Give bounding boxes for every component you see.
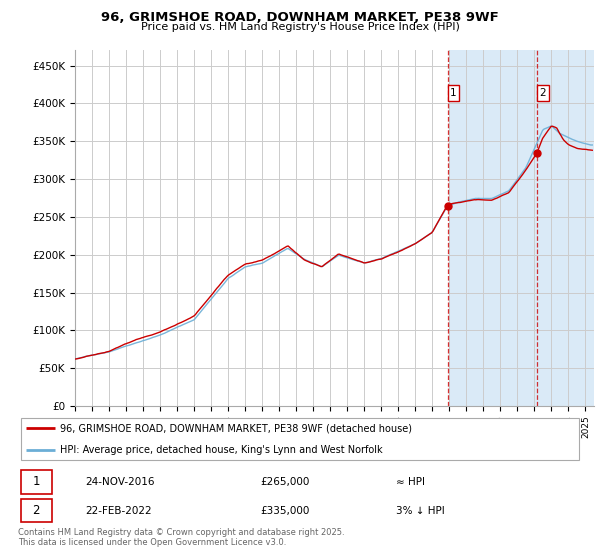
Text: 1: 1 bbox=[450, 88, 457, 98]
Text: £265,000: £265,000 bbox=[260, 477, 310, 487]
Text: 24-NOV-2016: 24-NOV-2016 bbox=[86, 477, 155, 487]
Text: Price paid vs. HM Land Registry's House Price Index (HPI): Price paid vs. HM Land Registry's House … bbox=[140, 22, 460, 32]
Text: £335,000: £335,000 bbox=[260, 506, 310, 516]
Text: 2: 2 bbox=[32, 504, 40, 517]
Text: Contains HM Land Registry data © Crown copyright and database right 2025.
This d: Contains HM Land Registry data © Crown c… bbox=[18, 528, 344, 547]
Text: 3% ↓ HPI: 3% ↓ HPI bbox=[396, 506, 445, 516]
Text: 22-FEB-2022: 22-FEB-2022 bbox=[86, 506, 152, 516]
Text: HPI: Average price, detached house, King's Lynn and West Norfolk: HPI: Average price, detached house, King… bbox=[60, 445, 383, 455]
FancyBboxPatch shape bbox=[21, 499, 52, 522]
FancyBboxPatch shape bbox=[21, 418, 579, 460]
FancyBboxPatch shape bbox=[21, 470, 52, 493]
Text: 2: 2 bbox=[539, 88, 546, 98]
Bar bbox=[449, 50, 594, 406]
Text: 1: 1 bbox=[32, 475, 40, 488]
Text: 96, GRIMSHOE ROAD, DOWNHAM MARKET, PE38 9WF (detached house): 96, GRIMSHOE ROAD, DOWNHAM MARKET, PE38 … bbox=[60, 423, 412, 433]
Text: 96, GRIMSHOE ROAD, DOWNHAM MARKET, PE38 9WF: 96, GRIMSHOE ROAD, DOWNHAM MARKET, PE38 … bbox=[101, 11, 499, 24]
Text: ≈ HPI: ≈ HPI bbox=[396, 477, 425, 487]
